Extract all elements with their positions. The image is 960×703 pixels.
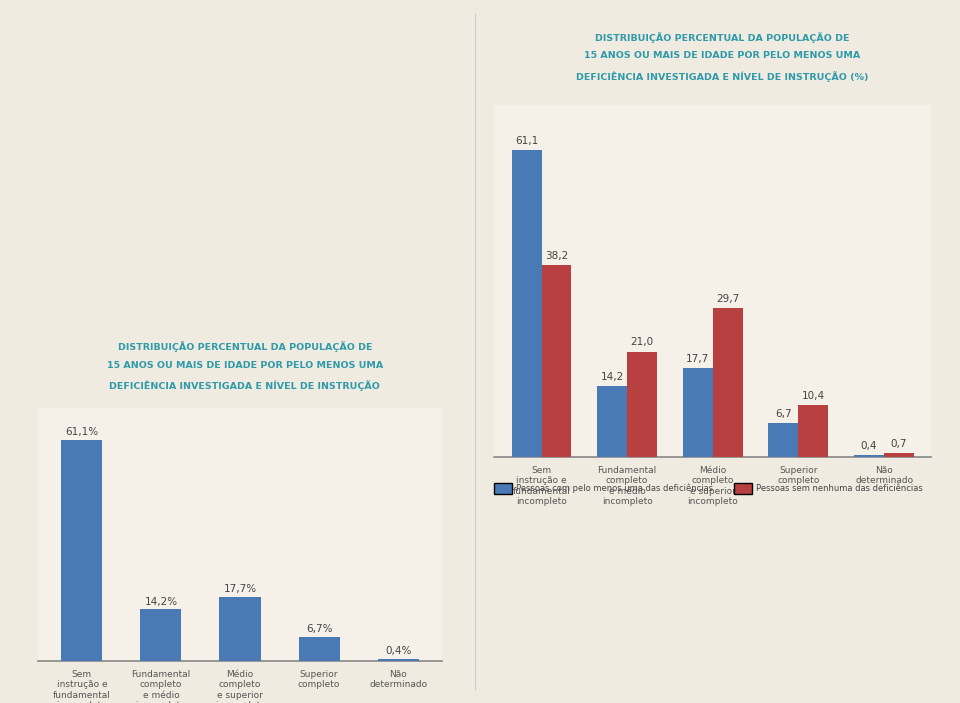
- Bar: [512, 150, 541, 457]
- Text: DISTRIBUIÇÃO PERCENTUAL DA POPULAÇÃO DE: DISTRIBUIÇÃO PERCENTUAL DA POPULAÇÃO DE: [117, 341, 372, 352]
- Bar: [627, 352, 658, 457]
- Text: 17,7: 17,7: [686, 354, 709, 364]
- Text: DEFICIÊNCIA INVESTIGADA E NÍVEL DE INSTRUÇÃO (%): DEFICIÊNCIA INVESTIGADA E NÍVEL DE INSTR…: [576, 71, 869, 82]
- Bar: [712, 308, 743, 457]
- Text: DISTRIBUIÇÃO PERCENTUAL DA POPULAÇÃO DE: DISTRIBUIÇÃO PERCENTUAL DA POPULAÇÃO DE: [595, 32, 850, 43]
- Text: 0,7: 0,7: [891, 439, 907, 449]
- Bar: [799, 405, 828, 457]
- Bar: [683, 368, 712, 457]
- Text: 14,2: 14,2: [601, 372, 624, 382]
- Text: 21,0: 21,0: [631, 337, 654, 347]
- Bar: [61, 440, 103, 661]
- Text: 6,7: 6,7: [775, 409, 792, 419]
- Bar: [541, 265, 571, 457]
- Text: 61,1%: 61,1%: [65, 427, 99, 437]
- Text: Pessoas sem nenhuma das deficiências: Pessoas sem nenhuma das deficiências: [756, 484, 923, 493]
- Text: 29,7: 29,7: [716, 294, 739, 304]
- Text: 38,2: 38,2: [545, 251, 568, 261]
- Bar: [768, 423, 799, 457]
- Text: 14,2%: 14,2%: [144, 597, 178, 607]
- Bar: [140, 610, 181, 661]
- Text: Pessoas com pelo menos uma das deficiências: Pessoas com pelo menos uma das deficiênc…: [516, 484, 712, 494]
- Text: 10,4: 10,4: [802, 391, 825, 401]
- Text: 6,7%: 6,7%: [306, 624, 332, 633]
- Bar: [220, 597, 260, 661]
- Text: 0,4%: 0,4%: [385, 647, 411, 657]
- Text: 15 ANOS OU MAIS DE IDADE POR PELO MENOS UMA: 15 ANOS OU MAIS DE IDADE POR PELO MENOS …: [585, 51, 860, 60]
- Bar: [597, 386, 627, 457]
- Text: 61,1: 61,1: [515, 136, 539, 146]
- Bar: [299, 637, 340, 661]
- Text: 15 ANOS OU MAIS DE IDADE POR PELO MENOS UMA: 15 ANOS OU MAIS DE IDADE POR PELO MENOS …: [107, 361, 383, 370]
- Text: DEFICIÊNCIA INVESTIGADA E NÍVEL DE INSTRUÇÃO: DEFICIÊNCIA INVESTIGADA E NÍVEL DE INSTR…: [109, 380, 380, 392]
- Bar: [377, 659, 419, 661]
- Bar: [854, 455, 884, 457]
- Text: 17,7%: 17,7%: [224, 584, 256, 594]
- Text: 0,4: 0,4: [861, 441, 877, 451]
- Bar: [884, 453, 914, 457]
